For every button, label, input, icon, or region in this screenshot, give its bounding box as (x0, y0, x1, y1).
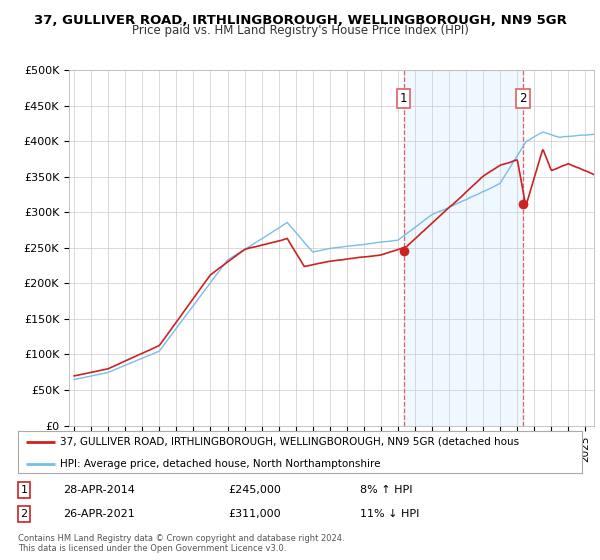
Text: 28-APR-2014: 28-APR-2014 (63, 485, 135, 495)
Text: £245,000: £245,000 (228, 485, 281, 495)
Text: 2: 2 (20, 509, 28, 519)
Text: 37, GULLIVER ROAD, IRTHLINGBOROUGH, WELLINGBOROUGH, NN9 5GR (detached hous: 37, GULLIVER ROAD, IRTHLINGBOROUGH, WELL… (60, 437, 520, 447)
Text: 11% ↓ HPI: 11% ↓ HPI (360, 509, 419, 519)
Text: HPI: Average price, detached house, North Northamptonshire: HPI: Average price, detached house, Nort… (60, 459, 381, 469)
Bar (404, 70, 523, 426)
Text: 8% ↑ HPI: 8% ↑ HPI (360, 485, 413, 495)
Text: 2: 2 (519, 92, 527, 105)
Text: £311,000: £311,000 (228, 509, 281, 519)
Text: 1: 1 (400, 92, 407, 105)
Text: Price paid vs. HM Land Registry's House Price Index (HPI): Price paid vs. HM Land Registry's House … (131, 24, 469, 36)
Text: 37, GULLIVER ROAD, IRTHLINGBOROUGH, WELLINGBOROUGH, NN9 5GR: 37, GULLIVER ROAD, IRTHLINGBOROUGH, WELL… (34, 14, 566, 27)
Text: 26-APR-2021: 26-APR-2021 (63, 509, 135, 519)
Text: 1: 1 (20, 485, 28, 495)
Text: Contains HM Land Registry data © Crown copyright and database right 2024.
This d: Contains HM Land Registry data © Crown c… (18, 534, 344, 553)
